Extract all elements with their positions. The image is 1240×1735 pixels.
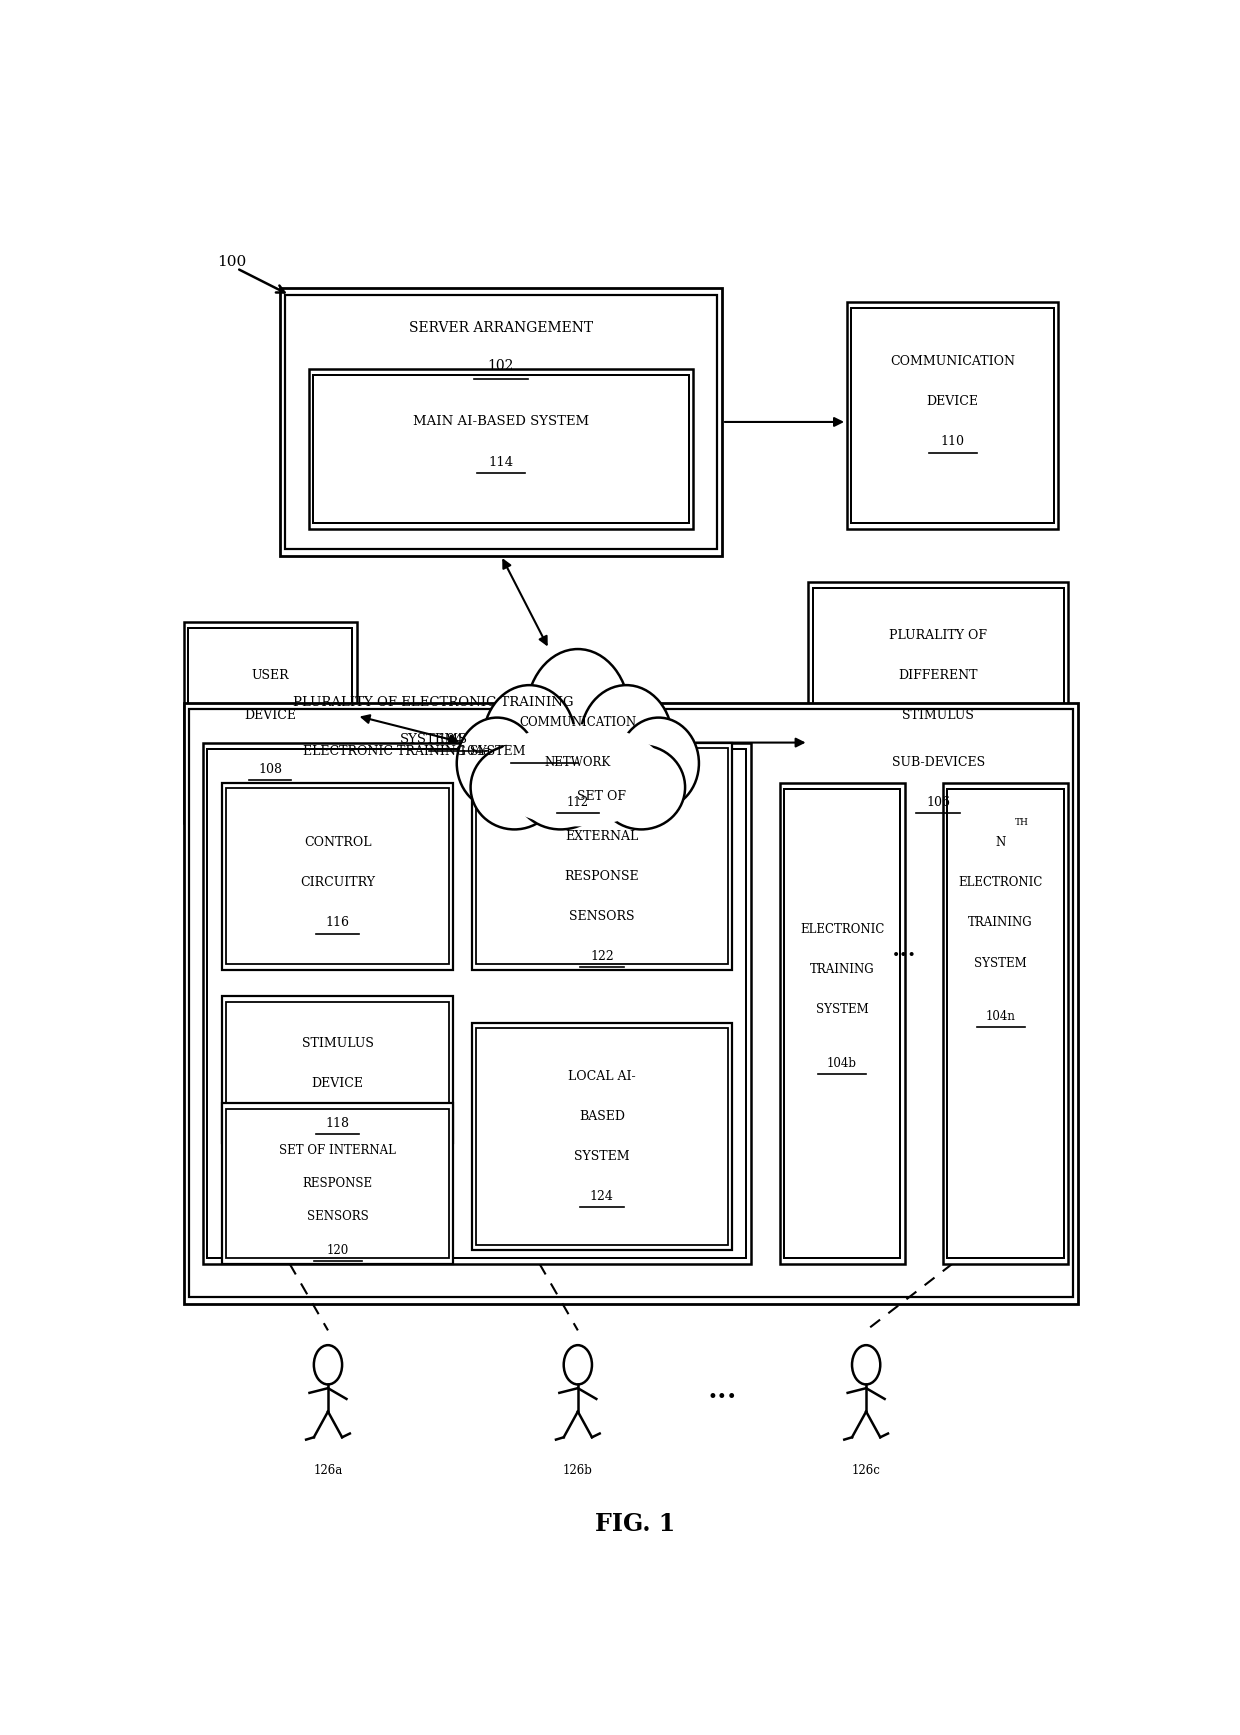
Bar xyxy=(472,743,732,970)
Text: DEVICE: DEVICE xyxy=(926,396,978,408)
Ellipse shape xyxy=(619,718,699,809)
Text: SENSORS: SENSORS xyxy=(569,909,635,923)
Text: SERVER ARRANGEMENT: SERVER ARRANGEMENT xyxy=(409,321,593,335)
Bar xyxy=(222,1103,453,1263)
Ellipse shape xyxy=(515,746,606,829)
Ellipse shape xyxy=(484,685,575,793)
Text: 118: 118 xyxy=(326,1117,350,1129)
Text: 120: 120 xyxy=(326,1244,348,1256)
Text: STIMULUS: STIMULUS xyxy=(903,710,975,722)
Text: SYSTEM: SYSTEM xyxy=(975,956,1027,970)
Text: 102: 102 xyxy=(487,359,515,373)
Text: ELECTRONIC: ELECTRONIC xyxy=(959,876,1043,890)
Bar xyxy=(226,1001,449,1138)
Text: LOCAL AI-: LOCAL AI- xyxy=(568,1070,636,1083)
Text: 100: 100 xyxy=(217,255,247,269)
Ellipse shape xyxy=(598,746,684,829)
Text: NETWORK: NETWORK xyxy=(544,756,611,769)
Text: USER: USER xyxy=(252,670,289,682)
Text: RESPONSE: RESPONSE xyxy=(564,869,639,883)
Bar xyxy=(784,789,900,1258)
Bar xyxy=(312,375,689,522)
Ellipse shape xyxy=(456,718,537,809)
Bar xyxy=(808,583,1068,850)
Ellipse shape xyxy=(557,743,645,821)
Text: 110: 110 xyxy=(941,435,965,448)
Bar xyxy=(188,628,352,817)
Text: SUB-DEVICES: SUB-DEVICES xyxy=(892,756,985,769)
Text: SYSTEM: SYSTEM xyxy=(816,1003,868,1017)
Bar xyxy=(812,588,1064,843)
Text: SENSORS: SENSORS xyxy=(306,1211,368,1223)
Text: SET OF INTERNAL: SET OF INTERNAL xyxy=(279,1143,396,1157)
Bar xyxy=(472,1024,732,1251)
Text: CIRCUITRY: CIRCUITRY xyxy=(300,876,374,890)
Text: 126a: 126a xyxy=(314,1464,342,1476)
Text: SYSTEMS: SYSTEMS xyxy=(399,734,467,746)
Text: BASED: BASED xyxy=(579,1110,625,1123)
Ellipse shape xyxy=(580,685,672,793)
Text: 114: 114 xyxy=(489,456,513,468)
Text: SET OF: SET OF xyxy=(578,789,626,803)
Text: 126b: 126b xyxy=(563,1464,593,1476)
Ellipse shape xyxy=(474,697,682,841)
Text: COMMUNICATION: COMMUNICATION xyxy=(890,356,1016,368)
Text: MAIN AI-BASED SYSTEM: MAIN AI-BASED SYSTEM xyxy=(413,415,589,429)
Text: TRAINING: TRAINING xyxy=(810,963,874,977)
Text: SYSTEM: SYSTEM xyxy=(574,1150,630,1162)
Text: 106: 106 xyxy=(926,796,950,809)
Bar xyxy=(309,368,693,529)
Text: DIFFERENT: DIFFERENT xyxy=(899,670,978,682)
Bar xyxy=(851,307,1054,522)
Bar xyxy=(207,748,746,1258)
Bar xyxy=(203,743,750,1263)
Text: 122: 122 xyxy=(590,949,614,963)
Bar xyxy=(947,789,1064,1258)
Text: •••: ••• xyxy=(893,949,916,963)
Text: DEVICE: DEVICE xyxy=(311,1077,363,1090)
Bar xyxy=(942,782,1068,1263)
Bar xyxy=(476,748,728,965)
Text: TH: TH xyxy=(1016,819,1029,828)
Text: 124: 124 xyxy=(590,1190,614,1204)
Text: 112: 112 xyxy=(567,796,589,809)
Ellipse shape xyxy=(489,723,667,826)
Bar xyxy=(285,295,717,548)
Text: DEVICE: DEVICE xyxy=(244,710,296,722)
Text: N: N xyxy=(996,836,1006,848)
Bar xyxy=(226,1109,449,1258)
Ellipse shape xyxy=(526,649,630,781)
Bar xyxy=(780,782,904,1263)
Text: PLURALITY OF ELECTRONIC TRAINING: PLURALITY OF ELECTRONIC TRAINING xyxy=(294,696,574,710)
Text: PLURALITY OF: PLURALITY OF xyxy=(889,630,987,642)
Bar xyxy=(188,710,1073,1298)
Text: TRAINING: TRAINING xyxy=(968,916,1033,930)
Bar xyxy=(184,623,357,822)
Text: ELECTRONIC: ELECTRONIC xyxy=(800,923,884,937)
Text: 108: 108 xyxy=(258,763,283,776)
Text: COMMUNICATION: COMMUNICATION xyxy=(520,717,636,729)
Text: 126c: 126c xyxy=(852,1464,880,1476)
Bar xyxy=(222,996,453,1143)
Bar xyxy=(280,288,722,555)
Text: EXTERNAL: EXTERNAL xyxy=(565,829,639,843)
Bar xyxy=(226,788,449,965)
Bar xyxy=(184,703,1078,1303)
Text: •••: ••• xyxy=(707,1388,737,1405)
Text: 104: 104 xyxy=(404,734,464,746)
Text: FIG. 1: FIG. 1 xyxy=(595,1513,676,1535)
Text: 104n: 104n xyxy=(986,1010,1016,1024)
Text: CONTROL: CONTROL xyxy=(304,836,371,848)
Text: STIMULUS: STIMULUS xyxy=(301,1038,373,1050)
Bar xyxy=(847,302,1058,529)
Ellipse shape xyxy=(471,746,558,829)
Text: 104a: 104a xyxy=(339,746,490,758)
Text: RESPONSE: RESPONSE xyxy=(303,1176,373,1190)
Bar xyxy=(222,782,453,970)
Text: ELECTRONIC TRAINING SYSTEM: ELECTRONIC TRAINING SYSTEM xyxy=(304,746,526,758)
Text: 104b: 104b xyxy=(827,1057,857,1070)
Bar xyxy=(476,1029,728,1246)
Text: 116: 116 xyxy=(326,916,350,930)
